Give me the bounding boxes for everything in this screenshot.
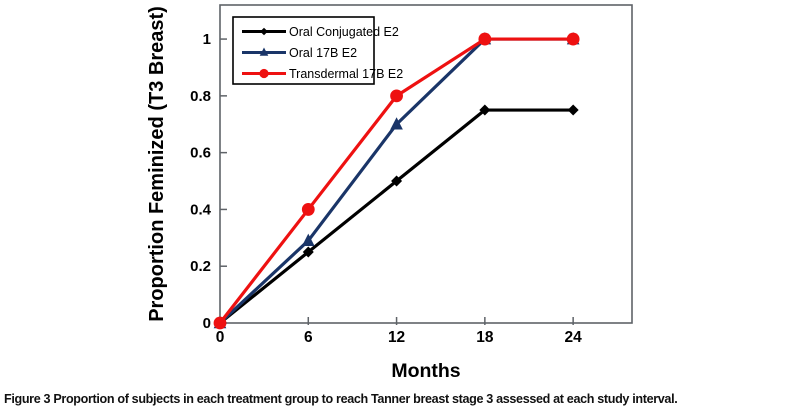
data-point-marker: [391, 175, 403, 187]
figure-caption-text: Proportion of subjects in each treatment…: [53, 392, 678, 406]
y-axis-title: Proportion Feminized (T3 Breast): [146, 6, 168, 322]
legend-label: Oral 17B E2: [289, 46, 357, 60]
legend: Oral Conjugated E2 Oral 17B E2 Transdermal…: [232, 16, 403, 85]
legend-marker-diamond: [260, 27, 268, 36]
legend-label: Oral Conjugated E2: [289, 25, 399, 39]
chart-svg: 0 0.2 0.4 0.6 0.8 1 0 6 12 18 24 Proportion Feminiz…: [146, 4, 633, 382]
x-tick-label: 24: [565, 329, 583, 346]
data-point-marker: [567, 104, 579, 116]
data-point-marker: [302, 246, 314, 258]
y-tick-label: 0.8: [190, 88, 211, 105]
data-point-marker: [566, 32, 580, 46]
y-tick-label: 1: [203, 31, 211, 48]
x-tick-label: 0: [216, 329, 225, 346]
legend-marker-triangle: [259, 47, 269, 56]
data-point-marker: [478, 32, 492, 46]
y-tick-label: 0: [203, 315, 211, 332]
legend-marker-circle: [259, 68, 269, 79]
data-point-marker: [479, 104, 491, 116]
plot-border: [219, 4, 633, 324]
data-point-marker: [301, 203, 315, 216]
figure-caption: Figure 3 Proportion of subjects in each …: [0, 390, 795, 406]
series-oral-conjugated-e2: [214, 104, 579, 329]
x-tick-label: 18: [476, 329, 494, 346]
legend-label: Transdermal 17B E2: [289, 67, 403, 81]
legend-item-transdermal-17b-e2: Transdermal 17B E2: [242, 67, 403, 81]
legend-box: [232, 16, 375, 85]
data-point-marker: [301, 233, 315, 246]
y-tick-label: 0.6: [190, 145, 211, 162]
legend-item-oral-conjugated-e2: Oral Conjugated E2: [242, 25, 399, 39]
x-tick-label: 6: [304, 329, 313, 346]
data-point-marker: [390, 117, 403, 130]
data-point-marker: [213, 316, 227, 330]
y-tick-label: 0.4: [190, 201, 212, 218]
figure-caption-label: Figure 3: [4, 392, 51, 406]
y-tick-label: 0.2: [190, 258, 211, 275]
series-transdermal-17b-e2: [213, 32, 580, 330]
legend-item-oral-17b-e2: Oral 17B E2: [242, 46, 357, 60]
data-point-marker: [390, 89, 403, 103]
x-tick-label: 12: [388, 329, 405, 346]
x-axis-title: Months: [391, 360, 460, 382]
series-line: [218, 108, 574, 325]
